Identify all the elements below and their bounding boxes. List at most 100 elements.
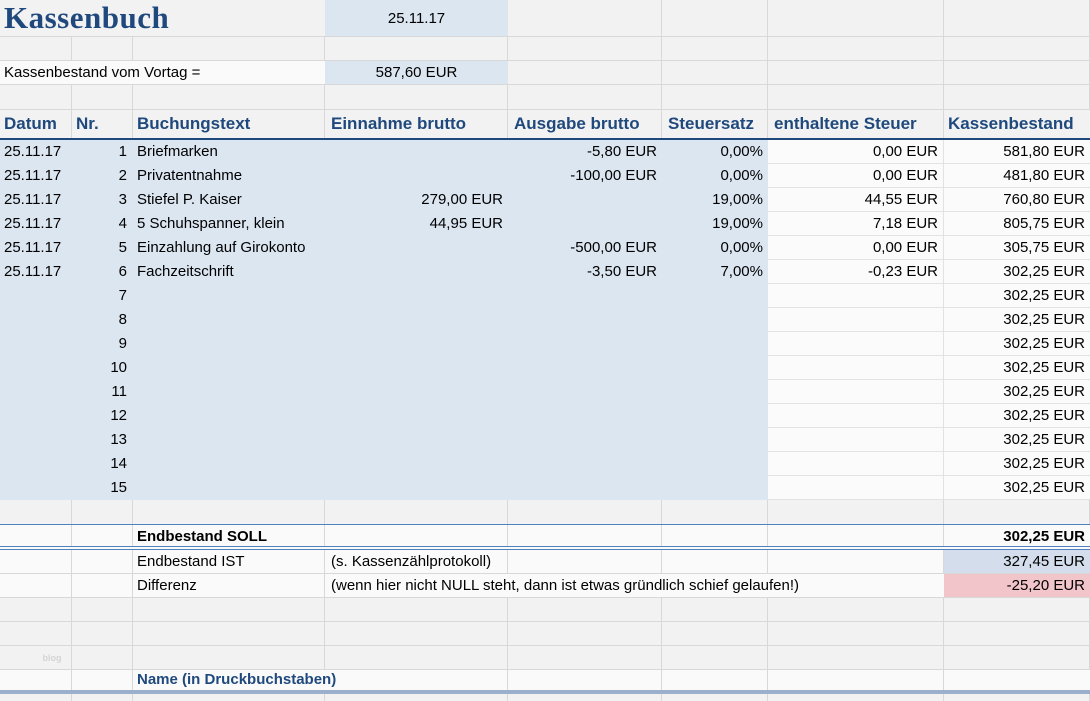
cell-steuersatz[interactable] [662,380,768,404]
cell-einnahme-brutto[interactable] [325,284,508,308]
cell-datum[interactable]: 25.11.17 [4,263,62,280]
cell-buchungstext[interactable]: Briefmarken [137,143,218,160]
cell-ausgabe-brutto[interactable] [508,428,662,452]
cell-buchungstext[interactable] [133,284,325,308]
cell-kassenbestand[interactable]: 305,75 EUR [944,236,1090,260]
cell-ausgabe-brutto[interactable] [508,308,662,332]
cell-enthaltene-steuer[interactable] [768,380,944,404]
cell-einnahme-brutto[interactable] [325,356,508,380]
cell-steuersatz[interactable] [662,476,768,500]
cell-steuersatz[interactable]: 19,00% [712,215,763,232]
cell-kassenbestand[interactable]: 302,25 EUR [944,476,1090,500]
cell-ausgabe-brutto[interactable] [508,212,662,236]
cell-nr[interactable]: 7 [118,287,127,304]
cell-buchungstext[interactable]: Stiefel P. Kaiser [137,191,242,208]
cell-buchungstext[interactable]: 5 Schuhspanner, klein [137,215,285,232]
cell-datum[interactable] [0,308,72,332]
cell-steuersatz[interactable] [662,428,768,452]
cell-nr[interactable]: 4 [118,215,127,232]
cell-kassenbestand[interactable]: 481,80 EUR [944,164,1090,188]
cell-buchungstext[interactable] [133,404,325,428]
cell-datum[interactable]: 25.11.17 [4,143,62,160]
cell-datum[interactable] [0,380,72,404]
cell-buchungstext[interactable] [133,380,325,404]
cell-kassenbestand[interactable]: 302,25 EUR [944,452,1090,476]
cell-buchungstext[interactable] [133,452,325,476]
cell-buchungstext[interactable] [133,476,325,500]
cell-nr[interactable]: 11 [111,383,127,400]
ist-value[interactable]: 327,45 EUR [944,550,1090,574]
cell-steuersatz[interactable]: 0,00% [720,143,763,160]
cell-enthaltene-steuer[interactable]: 7,18 EUR [768,212,944,236]
cell-einnahme-brutto[interactable]: 279,00 EUR [421,191,503,208]
cell-datum[interactable] [0,404,72,428]
cell-buchungstext[interactable]: Privatentnahme [137,167,243,184]
cell-nr[interactable]: 12 [110,407,127,424]
cell-steuersatz[interactable]: 0,00% [720,167,763,184]
cell-enthaltene-steuer[interactable] [768,284,944,308]
cell-ausgabe-brutto[interactable]: -500,00 EUR [570,239,657,256]
cell-steuersatz[interactable]: 19,00% [712,191,763,208]
cell-einnahme-brutto[interactable] [325,428,508,452]
cell-datum[interactable] [0,284,72,308]
cell-einnahme-brutto[interactable] [325,332,508,356]
cell-steuersatz[interactable] [662,332,768,356]
cell-datum[interactable] [0,356,72,380]
cell-einnahme-brutto[interactable] [325,404,508,428]
cell-ausgabe-brutto[interactable] [508,284,662,308]
cell-buchungstext[interactable] [133,428,325,452]
cell-kassenbestand[interactable]: 581,80 EUR [944,140,1090,164]
cell-enthaltene-steuer[interactable] [768,476,944,500]
cell-nr[interactable]: 5 [118,239,127,256]
cell-kassenbestand[interactable]: 302,25 EUR [944,332,1090,356]
cell-nr[interactable]: 2 [118,167,127,184]
cell-steuersatz[interactable] [662,284,768,308]
cell-nr[interactable]: 6 [118,263,127,280]
cell-nr[interactable]: 15 [110,479,127,496]
cell-ausgabe-brutto[interactable] [508,380,662,404]
cell-enthaltene-steuer[interactable]: -0,23 EUR [768,260,944,284]
cell-kassenbestand[interactable]: 302,25 EUR [944,260,1090,284]
name-signature-row[interactable]: Name (in Druckbuchstaben) [0,670,1090,694]
cell-enthaltene-steuer[interactable]: 0,00 EUR [768,236,944,260]
cell-einnahme-brutto[interactable] [325,236,508,260]
differenz-value[interactable]: -25,20 EUR [944,574,1090,598]
cell-kassenbestand[interactable]: 760,80 EUR [944,188,1090,212]
cell-einnahme-brutto[interactable] [325,380,508,404]
cell-nr[interactable]: 1 [118,143,127,160]
cell-ausgabe-brutto[interactable] [508,356,662,380]
cell-buchungstext[interactable]: Einzahlung auf Girokonto [137,239,306,256]
cell-datum[interactable] [0,452,72,476]
cell-datum[interactable] [0,428,72,452]
cell-ausgabe-brutto[interactable]: -3,50 EUR [586,263,657,280]
cell-einnahme-brutto[interactable] [325,140,508,164]
soll-value[interactable]: 302,25 EUR [944,525,1090,546]
cell-steuersatz[interactable] [662,308,768,332]
cell-datum[interactable] [0,476,72,500]
cell-buchungstext[interactable] [133,308,325,332]
cell-ausgabe-brutto[interactable] [508,332,662,356]
cell-enthaltene-steuer[interactable] [768,332,944,356]
cell-steuersatz[interactable]: 0,00% [720,239,763,256]
cell-enthaltene-steuer[interactable] [768,356,944,380]
cell-ausgabe-brutto[interactable] [508,452,662,476]
cell-einnahme-brutto[interactable]: 44,95 EUR [429,215,503,232]
cell-enthaltene-steuer[interactable]: 0,00 EUR [768,164,944,188]
cell-einnahme-brutto[interactable] [325,476,508,500]
cell-kassenbestand[interactable]: 302,25 EUR [944,308,1090,332]
cell-kassenbestand[interactable]: 302,25 EUR [944,380,1090,404]
cell-enthaltene-steuer[interactable]: 0,00 EUR [768,140,944,164]
cell-enthaltene-steuer[interactable] [768,428,944,452]
cell-buchungstext[interactable] [133,332,325,356]
cell-datum[interactable]: 25.11.17 [4,239,62,256]
cell-steuersatz[interactable] [662,356,768,380]
cell-einnahme-brutto[interactable] [325,308,508,332]
cell-nr[interactable]: 10 [110,359,127,376]
cell-einnahme-brutto[interactable] [325,164,508,188]
cell-enthaltene-steuer[interactable] [768,404,944,428]
cell-nr[interactable]: 8 [118,311,127,328]
cell-ausgabe-brutto[interactable] [508,404,662,428]
cell-steuersatz[interactable] [662,404,768,428]
cell-kassenbestand[interactable]: 805,75 EUR [944,212,1090,236]
cell-datum[interactable] [0,332,72,356]
